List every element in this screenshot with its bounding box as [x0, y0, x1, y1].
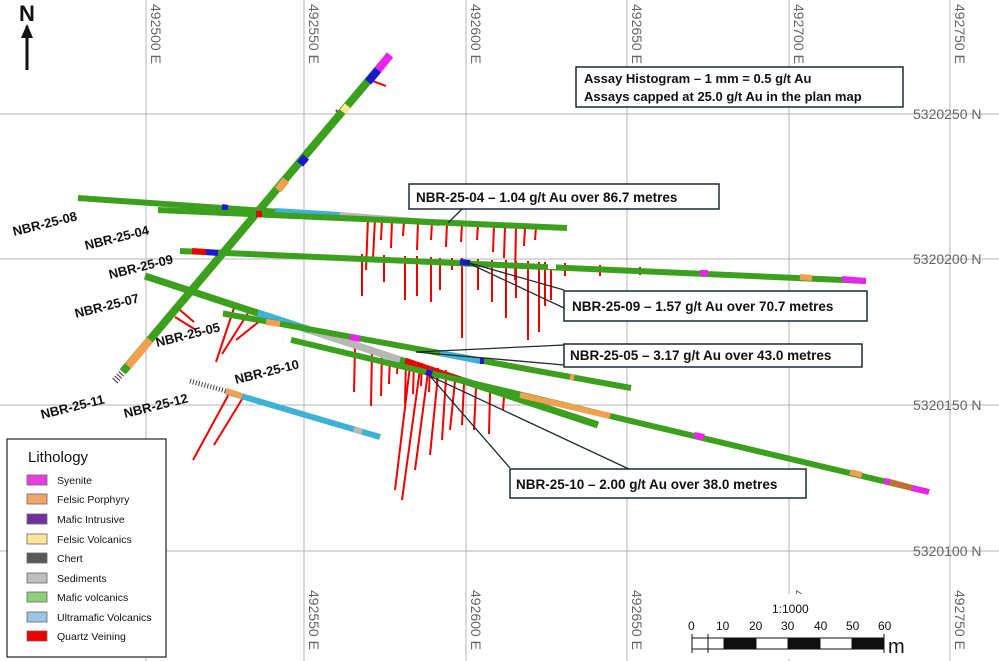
assay-note-line2: Assays capped at 25.0 g/t Au in the plan… — [584, 89, 862, 104]
assay-note: Assay Histogram – 1 mm = 0.5 g/t Au Assa… — [575, 66, 904, 108]
drill-trace-nbr-25-09 — [179, 248, 867, 284]
easting-label-bottom: 492650 E — [629, 590, 645, 650]
easting-label-top: 492750 E — [952, 4, 968, 64]
easting-label-top: 492650 E — [629, 4, 645, 64]
legend-swatch — [26, 493, 48, 505]
callout-nbr-25-09: NBR-25-09 – 1.57 g/t Au over 70.7 metres — [563, 290, 868, 322]
intercept-callouts: NBR-25-04 – 1.04 g/t Au over 86.7 metres… — [408, 183, 868, 499]
legend-swatch — [26, 513, 48, 525]
callout-text: NBR-25-05 – 3.17 g/t Au over 43.0 metres — [570, 348, 831, 363]
easting-label-top: 492550 E — [306, 4, 322, 64]
legend-swatch — [26, 572, 48, 584]
legend-item-ultramafic-volcanics: Ultramafic Volcanics — [26, 611, 152, 624]
northing-label: 5320100 N — [913, 543, 982, 559]
legend-swatch — [26, 630, 48, 642]
scale-tick-label: 60 — [878, 619, 892, 633]
assay-histogram-nbr-25-10 — [394, 365, 505, 501]
legend-label: Mafic Intrusive — [57, 514, 125, 526]
leader-line-nbr-25-05 — [415, 344, 565, 353]
callout-nbr-25-05: NBR-25-05 – 3.17 g/t Au over 43.0 metres — [563, 343, 863, 368]
callout-text: NBR-25-09 – 1.57 g/t Au over 70.7 metres — [572, 299, 833, 314]
easting-label-bottom: 492550 E — [306, 590, 322, 650]
callout-text: NBR-25-10 – 2.00 g/t Au over 38.0 metres — [516, 477, 777, 492]
drill-trace-nbr-25-10 — [282, 334, 930, 495]
drill-trace-nbr-25-04 — [157, 207, 568, 231]
legend-label: Syenite — [57, 475, 92, 487]
legend-swatch — [26, 474, 48, 486]
legend-swatch — [26, 552, 48, 564]
northing-labels: 5320250 N 5320200 N 5320150 N 5320100 N — [913, 106, 982, 559]
northing-label: 5320200 N — [913, 251, 982, 267]
legend-item-sediments: Sediments — [26, 572, 107, 585]
scale-unit: m — [888, 636, 905, 658]
legend-swatch — [26, 611, 48, 623]
scale-tick-label: 0 — [688, 619, 695, 633]
easting-label-top: 492600 E — [468, 4, 484, 64]
scale-tick-label: 50 — [846, 619, 860, 633]
leader-line-nbr-25-09 — [465, 261, 565, 291]
legend-item-syenite: Syenite — [26, 474, 92, 487]
drill-trace-nbr-25-12 — [189, 377, 381, 440]
assay-note-box — [575, 66, 904, 108]
scale-bar-segments — [691, 634, 885, 653]
legend-label: Ultramafic Volcanics — [57, 612, 152, 624]
callout-leaders — [415, 208, 632, 471]
northing-label: 5320150 N — [913, 397, 982, 413]
legend-item-mafic-volcanics: Mafic volcanics — [26, 591, 128, 604]
legend-label: Sediments — [57, 573, 107, 585]
legend-item-mafic-intrusive: Mafic Intrusive — [26, 513, 125, 526]
callout-box — [563, 290, 868, 322]
callout-box — [563, 343, 863, 368]
scale-tick-label: 40 — [814, 619, 828, 633]
legend-label: Chert — [57, 553, 83, 565]
legend-item-felsic-volcanics: Felsic Volcanics — [26, 533, 132, 546]
leader-line-nbr-25-09 — [465, 261, 565, 309]
leader-line-nbr-25-10 — [429, 375, 511, 469]
drill-hole-traces — [77, 52, 930, 495]
assay-note-line1: Assay Histogram – 1 mm = 0.5 g/t Au — [584, 71, 812, 86]
callout-nbr-25-10: NBR-25-10 – 2.00 g/t Au over 38.0 metres — [509, 468, 807, 499]
scale-tick-label: 10 — [716, 619, 730, 633]
scale-bar: 1:1000 0 10 20 30 40 50 60 m — [675, 594, 912, 659]
leader-line-nbr-25-04 — [447, 208, 463, 224]
callout-text: NBR-25-04 – 1.04 g/t Au over 86.7 metres — [416, 190, 677, 205]
callout-nbr-25-04: NBR-25-04 – 1.04 g/t Au over 86.7 metres — [408, 183, 720, 210]
north-arrow-icon — [21, 24, 33, 38]
legend-swatch — [26, 533, 48, 545]
easting-label-bottom: 492750 E — [952, 590, 968, 650]
callout-box — [408, 183, 720, 210]
leader-line-nbr-25-10 — [429, 375, 632, 471]
legend-item-felsic-porphyry: Felsic Porphyry — [26, 493, 130, 506]
easting-label-top: 492700 E — [791, 4, 807, 64]
easting-label-top: 492500 E — [148, 4, 164, 64]
legend-item-chert: Chert — [26, 552, 83, 565]
north-arrow-label: N — [19, 1, 35, 26]
assay-histogram-nbr-25-12 — [192, 391, 245, 461]
legend-label: Mafic volcanics — [57, 592, 128, 604]
scale-tick-label: 20 — [749, 619, 763, 633]
drill-trace-nbr-25-11 — [111, 52, 394, 384]
scale-ratio: 1:1000 — [772, 602, 809, 616]
legend-box — [6, 438, 167, 658]
leader-line-nbr-25-05 — [415, 351, 565, 366]
legend-label: Felsic Volcanics — [57, 534, 132, 546]
easting-labels-top: 492500 E 492550 E 492600 E 492650 E 4927… — [148, 4, 968, 64]
legend-label: Quartz Veining — [57, 631, 126, 643]
callout-box — [509, 468, 807, 499]
north-arrow: N — [19, 1, 35, 70]
legend-label: Felsic Porphyry — [57, 494, 130, 506]
northing-label: 5320250 N — [913, 106, 982, 122]
legend-item-quartz-veining: Quartz Veining — [26, 630, 126, 643]
lithology-legend: Lithology Syenite Felsic Porphyry Mafic … — [6, 438, 167, 658]
scale-tick-label: 30 — [781, 619, 795, 633]
easting-label-bottom: 492600 E — [468, 590, 484, 650]
legend-title: Lithology — [28, 449, 89, 466]
legend-swatch — [26, 591, 48, 603]
